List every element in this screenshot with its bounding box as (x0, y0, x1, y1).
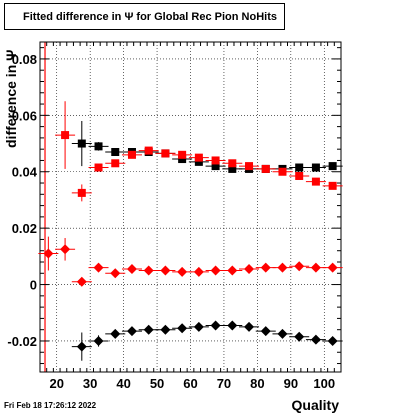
data-point-diamond (193, 266, 204, 277)
data-point-diamond (227, 320, 238, 331)
x-tick-label: 20 (49, 376, 63, 391)
data-point-diamond (260, 262, 271, 273)
y-tick-label: 0.04 (12, 165, 38, 180)
data-point-diamond (277, 262, 288, 273)
data-point-square (94, 163, 103, 172)
data-point-diamond (76, 341, 87, 352)
data-point-diamond (277, 328, 288, 339)
data-point-diamond (244, 264, 255, 275)
data-point-square (278, 167, 287, 176)
data-point-square (127, 150, 136, 159)
data-point-diamond (143, 324, 154, 335)
data-point-square (111, 148, 120, 156)
data-point-square (211, 162, 220, 171)
data-point-diamond (294, 331, 305, 342)
data-point-diamond (227, 265, 238, 276)
data-point-diamond (177, 266, 188, 277)
x-tick-label: 70 (217, 376, 231, 391)
data-point-diamond (327, 262, 338, 273)
x-tick-label: 80 (250, 376, 264, 391)
y-tick-label: -0.02 (7, 334, 37, 349)
data-point-diamond (110, 328, 121, 339)
x-axis-label: Quality (291, 397, 339, 413)
data-point-square (61, 131, 70, 140)
x-tick-label: 30 (83, 376, 97, 391)
data-point-diamond (126, 326, 137, 337)
data-point-diamond (177, 323, 188, 334)
data-point-square (144, 146, 153, 155)
data-point-square (94, 142, 103, 151)
data-point-square (228, 164, 237, 173)
data-point-square (295, 171, 304, 180)
data-point-diamond (260, 326, 271, 337)
x-tick-label: 40 (116, 376, 130, 391)
data-point-diamond (143, 265, 154, 276)
chart-title: Fitted difference in Ψ for Global Rec Pi… (4, 3, 285, 30)
data-point-diamond (327, 335, 338, 346)
data-point-square (211, 156, 220, 165)
chart-title-text: Fitted difference in Ψ for Global Rec Pi… (23, 10, 277, 23)
data-point-diamond (60, 244, 71, 255)
data-point-diamond (93, 335, 104, 346)
data-point-square (311, 163, 320, 172)
data-point-diamond (160, 265, 171, 276)
data-point-diamond (193, 321, 204, 332)
data-point-diamond (244, 321, 255, 332)
data-point-diamond (43, 248, 54, 259)
data-point-square (111, 159, 120, 168)
data-point-square (194, 153, 203, 162)
data-point-square (161, 149, 170, 158)
x-tick-label: 60 (183, 376, 197, 391)
data-point-square (328, 162, 337, 171)
data-point-diamond (294, 261, 305, 272)
data-point-diamond (310, 334, 321, 345)
footer-date: Fri Feb 18 17:26:12 2022 (4, 401, 97, 410)
data-point-diamond (210, 320, 221, 331)
data-point-diamond (76, 276, 87, 287)
data-point-diamond (93, 262, 104, 273)
data-point-diamond (160, 324, 171, 335)
data-point-square (178, 150, 187, 159)
y-tick-label: 0.08 (12, 52, 37, 67)
data-point-square (228, 159, 237, 168)
plot-frame (39, 41, 342, 373)
data-point-square (77, 139, 86, 148)
y-tick-label: 0.06 (12, 108, 37, 123)
data-point-square (77, 188, 86, 197)
data-point-diamond (110, 268, 121, 279)
data-point-square (178, 155, 187, 164)
data-point-square (245, 162, 254, 171)
data-point-diamond (310, 262, 321, 273)
x-tick-label: 50 (150, 376, 164, 391)
x-tick-label: 100 (313, 376, 335, 391)
y-tick-label: 0 (30, 278, 37, 293)
x-tick-label: 90 (284, 376, 298, 391)
data-point-square (261, 164, 270, 173)
data-point-square (311, 177, 320, 186)
y-axis-label: difference in Ψ (3, 49, 19, 148)
data-point-square (295, 163, 304, 172)
data-point-diamond (126, 264, 137, 275)
data-point-square (328, 181, 337, 190)
data-point-square (194, 157, 203, 166)
data-point-diamond (210, 265, 221, 276)
y-tick-label: 0.02 (12, 221, 37, 236)
